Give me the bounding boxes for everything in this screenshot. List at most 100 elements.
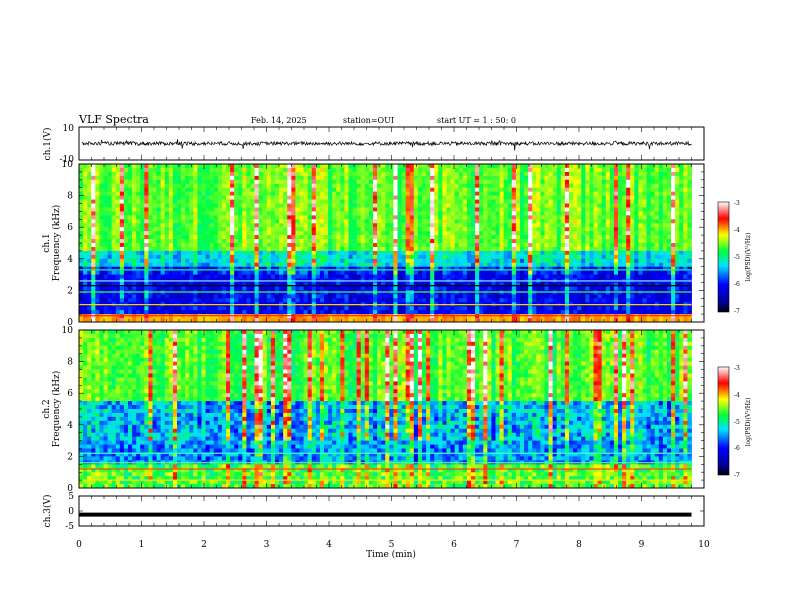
spectrogram-cell	[344, 274, 349, 279]
spectrogram-cell	[217, 171, 223, 177]
spectrogram-cell	[299, 211, 304, 216]
spectrogram-cell	[471, 270, 476, 275]
spectrogram-cell	[511, 199, 517, 204]
spectrogram-cell	[487, 191, 492, 196]
spectrogram-cell	[230, 286, 235, 291]
spectrogram-cell	[536, 183, 541, 189]
spectrogram-cell	[556, 171, 562, 177]
spectrogram-cell	[405, 318, 411, 323]
spectrogram-cell	[556, 258, 562, 264]
spectrogram-cell	[475, 270, 480, 275]
spectrogram-cell	[515, 258, 521, 264]
spectrogram-cell	[348, 239, 353, 244]
spectrogram-cell	[564, 183, 570, 189]
spectrogram-cell	[385, 231, 390, 236]
spectrogram-cell	[128, 175, 133, 181]
spectrogram-cell	[115, 235, 121, 240]
spectrogram-cell	[434, 310, 439, 315]
spectrogram-cell	[438, 282, 443, 287]
spectrogram-cell	[417, 187, 423, 193]
spectrogram-cell	[434, 254, 439, 260]
spectrogram-cell	[132, 270, 137, 275]
spectrogram-cell	[197, 167, 202, 173]
spectrogram-cell	[483, 203, 488, 208]
spectrogram-cell	[136, 298, 141, 303]
spectrogram-cell	[168, 270, 174, 275]
spectrogram-cell	[368, 167, 374, 173]
spectrogram-cell	[181, 298, 186, 303]
spectrogram-cell	[79, 258, 84, 264]
spectrogram-cell	[250, 223, 255, 228]
spectrogram-cell	[213, 282, 219, 287]
spectrogram-cell	[495, 171, 500, 177]
spectrogram-cell	[307, 211, 313, 216]
spectrogram-cell	[160, 274, 166, 279]
spectrogram-cell	[144, 239, 149, 244]
spectrogram-cell	[552, 258, 558, 264]
spectrogram-cell	[544, 191, 549, 196]
spectrogram-cell	[328, 235, 333, 240]
spectrogram-cell	[103, 294, 108, 299]
spectrogram-cell	[148, 239, 153, 244]
spectrogram-cell	[434, 207, 439, 212]
spectrogram-cell	[181, 250, 186, 256]
spectrogram-cell	[193, 199, 198, 204]
spectrogram-cell	[450, 207, 456, 212]
spectrogram-cell	[454, 171, 460, 177]
spectrogram-cell	[332, 243, 337, 248]
spectrogram-cell	[107, 179, 113, 185]
spectrogram-cell	[152, 211, 157, 216]
spectrogram-cell	[315, 167, 321, 173]
spectrogram-cell	[123, 318, 129, 323]
spectrogram-cell	[307, 310, 313, 315]
spectrogram-cell	[230, 179, 235, 185]
spectrogram-cell	[479, 167, 484, 173]
spectrogram-cell	[328, 219, 333, 224]
spectrogram-cell	[283, 310, 288, 315]
spectrogram-cell	[417, 223, 423, 228]
spectrogram-cell	[552, 171, 558, 177]
spectrogram-cell	[442, 258, 447, 264]
spectrogram-cell	[115, 262, 121, 268]
spectrogram-cell	[119, 246, 125, 252]
spectrogram-cell	[128, 298, 133, 303]
spectrogram-cell	[189, 175, 194, 181]
spectrogram-cell	[230, 223, 235, 228]
spectrogram-cell	[491, 223, 496, 228]
spectrogram-cell	[364, 246, 370, 252]
spectrogram-cell	[250, 175, 255, 181]
spectrogram-cell	[401, 294, 407, 299]
spectrogram-cell	[311, 187, 317, 193]
spectrogram-cell	[340, 231, 345, 236]
spectrogram-cell	[332, 250, 337, 256]
spectrogram-cell	[454, 219, 460, 224]
spectrogram-cell	[279, 254, 284, 260]
spectrogram-cell	[234, 175, 239, 181]
spectrogram-cell	[438, 223, 443, 228]
spectrogram-cell	[393, 171, 398, 177]
spectrogram-cell	[177, 227, 182, 232]
spectrogram-cell	[532, 310, 537, 315]
spectrogram-cell	[352, 294, 358, 299]
spectrogram-cell	[360, 306, 366, 311]
spectrogram-cell	[536, 211, 541, 216]
spectrogram-cell	[438, 258, 443, 264]
spectrogram-cell	[172, 282, 178, 287]
spectrogram-cell	[91, 187, 96, 193]
spectrogram-cell	[336, 191, 341, 196]
spectrogram-cell	[270, 195, 276, 200]
spectrogram-cell	[483, 231, 488, 236]
spectrogram-cell	[177, 219, 182, 224]
spectrogram-cell	[103, 164, 108, 169]
spectrogram-cell	[511, 258, 517, 264]
spectrogram-cell	[328, 306, 333, 311]
spectrogram-cell	[103, 203, 108, 208]
spectrogram-cell	[156, 258, 162, 264]
spectrogram-cell	[426, 306, 431, 311]
spectrogram-cell	[507, 199, 513, 204]
spectrogram-cell	[397, 246, 402, 252]
spectrogram-cell	[442, 282, 447, 287]
spectrogram-cell	[368, 187, 374, 193]
spectrogram-cell	[564, 191, 570, 196]
spectrogram-cell	[540, 282, 545, 287]
